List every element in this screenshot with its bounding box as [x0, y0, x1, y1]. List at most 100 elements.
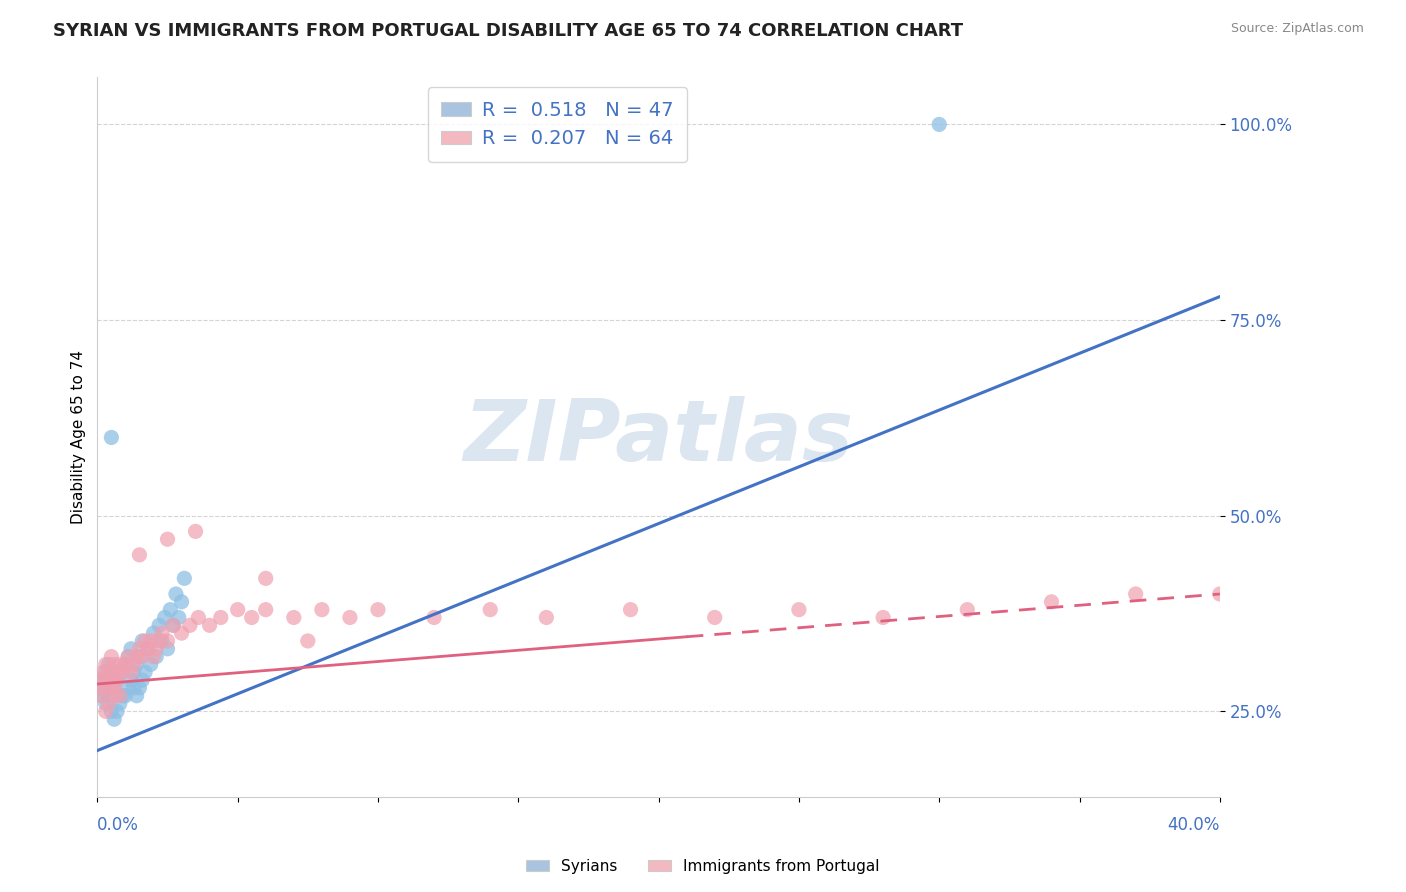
Point: [103, 657, 125, 672]
Point: [97, 657, 120, 672]
Point: [159, 602, 181, 616]
Point: [105, 665, 128, 680]
Point: [120, 641, 142, 656]
Point: [91, 673, 114, 687]
Point: [619, 602, 641, 616]
Point: [283, 610, 305, 624]
Point: [162, 618, 184, 632]
Point: [145, 649, 167, 664]
Point: [117, 649, 139, 664]
Point: [103, 681, 125, 695]
Point: [131, 634, 153, 648]
Point: [153, 610, 176, 624]
Point: [240, 610, 263, 624]
Point: [100, 673, 122, 687]
Point: [105, 673, 128, 687]
Point: [1209, 587, 1232, 601]
Point: [125, 657, 148, 672]
Point: [105, 673, 128, 687]
Point: [128, 641, 150, 656]
Point: [536, 610, 558, 624]
Point: [120, 665, 142, 680]
Point: [339, 610, 361, 624]
Point: [125, 649, 148, 664]
Point: [131, 673, 153, 687]
Point: [100, 649, 122, 664]
Point: [94, 705, 117, 719]
Point: [148, 634, 170, 648]
Point: [94, 697, 117, 711]
Point: [479, 602, 502, 616]
Point: [111, 665, 134, 680]
Point: [226, 602, 249, 616]
Legend: Syrians, Immigrants from Portugal: Syrians, Immigrants from Portugal: [520, 853, 886, 880]
Point: [105, 705, 128, 719]
Point: [125, 689, 148, 703]
Point: [108, 665, 131, 680]
Point: [117, 681, 139, 695]
Point: [423, 610, 446, 624]
Point: [94, 673, 117, 687]
Point: [97, 697, 120, 711]
Point: [103, 681, 125, 695]
Point: [156, 641, 179, 656]
Point: [184, 524, 207, 539]
Point: [142, 649, 165, 664]
Point: [254, 602, 277, 616]
Text: 0.0%: 0.0%: [97, 816, 139, 834]
Point: [311, 602, 333, 616]
Point: [103, 689, 125, 703]
Point: [139, 657, 162, 672]
Point: [114, 657, 136, 672]
Text: Source: ZipAtlas.com: Source: ZipAtlas.com: [1230, 22, 1364, 36]
Point: [122, 665, 145, 680]
Point: [156, 634, 179, 648]
Legend: R =  0.518   N = 47, R =  0.207   N = 64: R = 0.518 N = 47, R = 0.207 N = 64: [427, 87, 688, 162]
Point: [131, 649, 153, 664]
Point: [122, 681, 145, 695]
Text: 40.0%: 40.0%: [1167, 816, 1220, 834]
Text: ZIPatlas: ZIPatlas: [464, 396, 853, 479]
Point: [179, 618, 201, 632]
Point: [111, 689, 134, 703]
Y-axis label: Disability Age 65 to 74: Disability Age 65 to 74: [72, 351, 86, 524]
Point: [156, 532, 179, 546]
Point: [167, 610, 190, 624]
Point: [89, 681, 111, 695]
Point: [703, 610, 725, 624]
Point: [134, 634, 156, 648]
Point: [956, 602, 979, 616]
Point: [198, 618, 221, 632]
Point: [108, 689, 131, 703]
Point: [100, 665, 122, 680]
Point: [872, 610, 894, 624]
Point: [162, 618, 184, 632]
Point: [136, 641, 159, 656]
Point: [142, 626, 165, 640]
Point: [120, 673, 142, 687]
Point: [297, 634, 319, 648]
Point: [108, 657, 131, 672]
Point: [139, 634, 162, 648]
Point: [128, 681, 150, 695]
Point: [114, 689, 136, 703]
Point: [1125, 587, 1147, 601]
Point: [128, 548, 150, 562]
Point: [89, 689, 111, 703]
Point: [209, 610, 232, 624]
Point: [108, 697, 131, 711]
Point: [91, 681, 114, 695]
Point: [150, 634, 173, 648]
Point: [928, 117, 950, 131]
Point: [165, 587, 187, 601]
Point: [170, 595, 193, 609]
Point: [170, 626, 193, 640]
Point: [134, 665, 156, 680]
Point: [1040, 595, 1063, 609]
Point: [91, 665, 114, 680]
Point: [117, 649, 139, 664]
Point: [136, 641, 159, 656]
Point: [91, 689, 114, 703]
Point: [145, 641, 167, 656]
Point: [148, 618, 170, 632]
